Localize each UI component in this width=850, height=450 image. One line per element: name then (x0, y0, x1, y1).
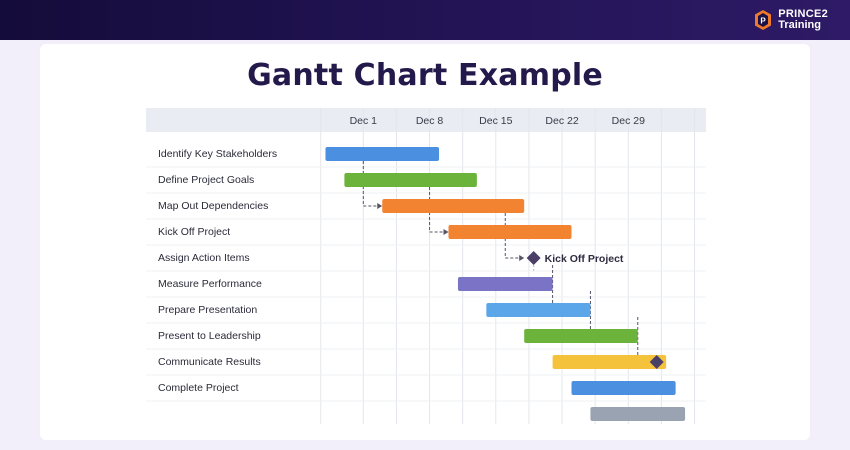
task-label: Present to Leadership (158, 330, 261, 342)
task-label: Prepare Presentation (158, 304, 257, 316)
top-banner: P PRINCE2 Training (0, 0, 850, 40)
x-tick-label: Dec 29 (612, 115, 645, 127)
task-label: Define Project Goals (158, 174, 254, 186)
task-bar (457, 277, 553, 291)
page-title: Gantt Chart Example (247, 58, 603, 93)
logo-text-training: Training (778, 19, 821, 31)
dependency-arrowhead (519, 255, 525, 261)
task-bar (590, 407, 686, 421)
logo-text-prince2: PRINCE2 (778, 8, 828, 20)
task-label: Assign Action Items (158, 252, 250, 264)
milestone-label: Kick Off Project (545, 253, 624, 265)
gantt-chart: Dec 1 Dec 8 Dec 15 Dec 22 Dec 29 Identify Key… (146, 108, 706, 424)
milestone-diamond (526, 251, 541, 265)
task-bar (344, 173, 477, 187)
task-bar (571, 381, 676, 395)
task-label: Measure Performance (158, 278, 262, 290)
task-bar (552, 355, 667, 369)
milestone-diamond (649, 355, 664, 369)
x-tick-label: Dec 1 (350, 115, 378, 127)
dependency-arrowhead (377, 203, 383, 209)
chart-header-band (146, 108, 706, 132)
gantt-chart-svg: Dec 1 Dec 8 Dec 15 Dec 22 Dec 29 Identify Key… (146, 108, 706, 424)
task-label: Identify Key Stakeholders (158, 148, 277, 160)
task-bar (486, 303, 591, 317)
task-bar (448, 225, 572, 239)
x-tick-label: Dec 8 (416, 115, 444, 127)
dependency-arrowhead (443, 229, 449, 235)
task-bar (325, 147, 440, 161)
task-label: Communicate Results (158, 356, 261, 368)
prince2-logo[interactable]: P PRINCE2 Training (754, 8, 828, 32)
task-bar (382, 199, 525, 213)
task-label: Map Out Dependencies (158, 200, 268, 212)
x-tick-label: Dec 22 (545, 115, 578, 127)
prince2-logo-icon: P (755, 10, 772, 30)
svg-text:P: P (761, 17, 767, 26)
task-label: Kick Off Project (158, 226, 230, 238)
task-bar (524, 329, 638, 343)
x-tick-label: Dec 15 (479, 115, 512, 127)
task-label: Complete Project (158, 382, 239, 394)
